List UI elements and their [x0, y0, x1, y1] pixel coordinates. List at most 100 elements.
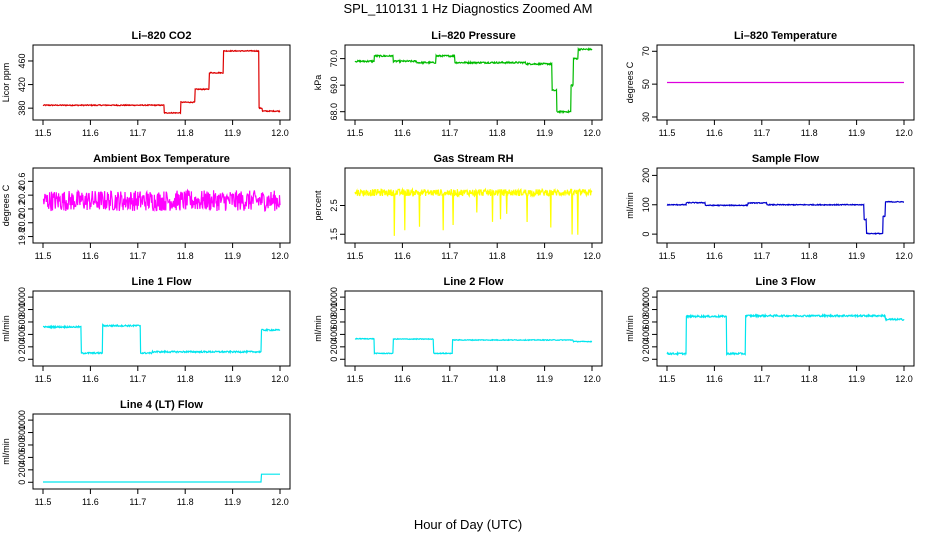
x-tick-label: 12.0: [895, 128, 913, 138]
x-tick-label: 11.9: [224, 497, 241, 507]
y-axis-label: ml/min: [625, 192, 635, 219]
x-tick-label: 11.9: [848, 128, 865, 138]
x-tick-label: 12.0: [583, 374, 601, 384]
y-tick-label: 20.4: [17, 186, 27, 204]
x-tick-label: 11.7: [753, 374, 770, 384]
y-tick-label: 30: [641, 112, 651, 122]
y-tick-label: 0: [329, 357, 339, 362]
panel-7: Line 2 Flow 11.5 11.6 11.7 11.8 11.9 12.0 0 2004…: [313, 276, 603, 384]
x-tick-label: 11.9: [536, 374, 553, 384]
x-tick-label: 11.6: [706, 128, 723, 138]
y-tick-label: 2.5: [329, 199, 339, 212]
x-tick-label: 12.0: [271, 374, 289, 384]
y-axis-label: ml/min: [625, 315, 635, 342]
y-tick-label: 800: [641, 302, 651, 317]
x-tick-label: 11.5: [35, 251, 52, 261]
x-tick-label: 11.7: [753, 128, 770, 138]
x-tick-label: 11.7: [753, 251, 770, 261]
y-tick-label: 400: [329, 327, 339, 342]
y-tick-label: 1000: [641, 287, 651, 307]
series-line: [354, 337, 593, 355]
x-tick-label: 11.6: [82, 497, 99, 507]
x-tick-label: 11.8: [801, 128, 818, 138]
x-tick-label: 11.7: [129, 251, 146, 261]
y-tick-label: 70.0: [329, 50, 339, 68]
y-tick-label: 400: [17, 327, 27, 342]
x-tick-label: 11.5: [35, 128, 52, 138]
panel-2: Li–820 Temperature 11.5 11.6 11.7 11.8 11.9 12…: [625, 30, 915, 138]
y-tick-label: 420: [17, 77, 27, 92]
panel-3: Ambient Box Temperature 11.5 11.6 11.7 11.8 1…: [1, 153, 291, 261]
y-tick-label: 20.6: [17, 173, 27, 191]
x-tick-label: 11.9: [536, 128, 553, 138]
plot-frame: [656, 44, 915, 121]
y-axis-label: ml/min: [313, 315, 323, 342]
y-tick-label: 1000: [329, 287, 339, 307]
y-tick-label: 600: [329, 314, 339, 329]
y-tick-label: 200: [329, 339, 339, 354]
x-tick-label: 11.6: [82, 128, 99, 138]
panel-1: Li–820 Pressure 11.5 11.6 11.7 11.8 11.9 12.0 6…: [313, 30, 603, 138]
series-line: [354, 186, 593, 236]
y-tick-label: 19.8: [17, 228, 27, 246]
x-tick-label: 12.0: [271, 497, 289, 507]
x-tick-label: 11.8: [801, 251, 818, 261]
y-tick-label: 400: [17, 450, 27, 465]
panel-8: Line 3 Flow 11.5 11.6 11.7 11.8 11.9 12.0 0 2004…: [625, 276, 915, 384]
x-tick-label: 12.0: [895, 251, 913, 261]
plot-frame: [32, 413, 291, 490]
y-tick-label: 200: [17, 339, 27, 354]
y-tick-label: 0: [641, 232, 651, 237]
series-line: [42, 188, 281, 212]
y-tick-label: 69.0: [329, 76, 339, 94]
panel-title: Sample Flow: [752, 153, 820, 165]
panel-title: Ambient Box Temperature: [93, 153, 230, 165]
x-tick-label: 11.5: [659, 251, 676, 261]
y-tick-label: 1000: [17, 410, 27, 430]
y-axis-label: ml/min: [1, 438, 11, 465]
y-tick-label: 400: [641, 327, 651, 342]
panel-title: Line 1 Flow: [132, 276, 192, 288]
y-tick-label: 380: [17, 101, 27, 116]
panel-title: Line 3 Flow: [756, 276, 816, 288]
x-tick-label: 11.6: [82, 374, 99, 384]
plot-frame: [344, 167, 603, 244]
y-axis-label: percent: [313, 190, 323, 221]
y-tick-label: 600: [641, 314, 651, 329]
x-tick-label: 11.6: [394, 374, 411, 384]
x-tick-label: 11.8: [177, 128, 194, 138]
x-tick-label: 11.6: [394, 128, 411, 138]
series-line: [354, 46, 593, 114]
x-tick-label: 11.8: [489, 374, 506, 384]
x-axis-title: Hour of Day (UTC): [413, 517, 523, 532]
plot-frame: [344, 290, 603, 367]
y-tick-label: 1000: [17, 287, 27, 307]
plot-frame: [656, 290, 915, 367]
x-tick-label: 11.6: [82, 251, 99, 261]
y-tick-label: 70: [641, 46, 651, 56]
plot-frame: [32, 44, 291, 121]
x-tick-label: 11.9: [848, 251, 865, 261]
x-tick-label: 11.5: [659, 374, 676, 384]
y-tick-label: 50: [641, 79, 651, 89]
y-tick-label: 0: [641, 357, 651, 362]
x-tick-label: 11.8: [489, 128, 506, 138]
figure-title: SPL_110131 1 Hz Diagnostics Zoomed AM: [343, 1, 593, 16]
x-tick-label: 11.5: [35, 497, 52, 507]
y-tick-label: 1.5: [329, 228, 339, 241]
panel-title: Li–820 Pressure: [431, 30, 515, 42]
x-tick-label: 12.0: [271, 251, 289, 261]
panel-title: Gas Stream RH: [433, 153, 513, 165]
y-tick-label: 600: [17, 437, 27, 452]
x-tick-label: 11.9: [224, 251, 241, 261]
x-tick-label: 11.9: [224, 128, 241, 138]
x-tick-label: 11.7: [129, 128, 146, 138]
y-tick-label: 200: [641, 168, 651, 183]
x-tick-label: 11.5: [347, 251, 364, 261]
series-line: [43, 473, 280, 483]
y-tick-label: 460: [17, 53, 27, 68]
y-tick-label: 600: [17, 314, 27, 329]
x-tick-label: 11.7: [441, 128, 458, 138]
panel-6: Line 1 Flow 11.5 11.6 11.7 11.8 11.9 12.0 0 2004…: [1, 276, 291, 384]
